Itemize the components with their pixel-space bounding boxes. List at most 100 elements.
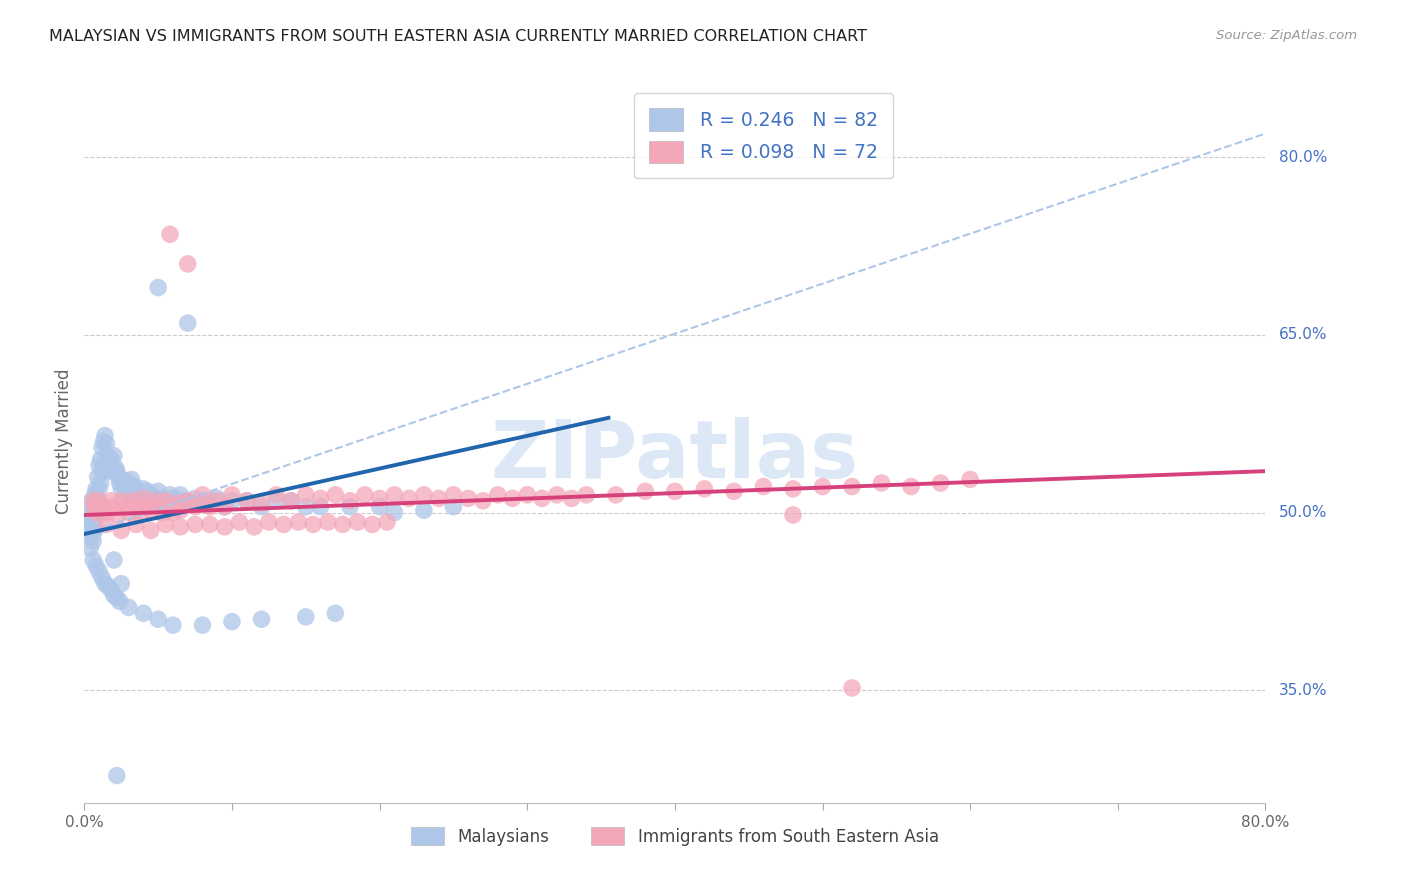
Point: [111, 472, 134, 486]
Point: [87, 506, 111, 520]
Point: [136, 484, 159, 499]
Point: [84, 558, 107, 573]
Point: [87, 482, 111, 496]
Point: [346, 515, 368, 529]
Point: [236, 493, 259, 508]
Point: [87, 458, 111, 473]
Point: [191, 618, 214, 632]
Point: [605, 488, 627, 502]
Point: [782, 482, 804, 496]
Point: [94, 576, 117, 591]
Point: [486, 488, 509, 502]
Point: [811, 479, 834, 493]
Point: [198, 493, 221, 508]
Point: [257, 515, 280, 529]
Point: [90, 452, 112, 467]
Point: [82, 500, 104, 514]
Point: [83, 524, 105, 538]
Point: [103, 449, 125, 463]
Point: [79, 524, 101, 538]
Point: [929, 475, 952, 490]
Point: [516, 488, 538, 502]
Point: [98, 458, 121, 473]
Point: [191, 488, 214, 502]
Point: [177, 493, 200, 508]
Point: [83, 500, 105, 514]
Point: [96, 517, 118, 532]
Text: 80.0%: 80.0%: [1279, 150, 1327, 165]
Point: [159, 488, 181, 502]
Point: [103, 589, 125, 603]
Point: [121, 472, 143, 486]
Point: [295, 488, 318, 502]
Point: [93, 434, 115, 449]
Point: [94, 428, 117, 442]
Point: [84, 482, 107, 496]
Point: [148, 280, 170, 294]
Point: [243, 520, 266, 534]
Point: [97, 449, 120, 463]
Legend: Malaysians, Immigrants from South Eastern Asia: Malaysians, Immigrants from South Easter…: [404, 821, 946, 852]
Point: [236, 493, 259, 508]
Point: [122, 493, 145, 508]
Point: [77, 517, 100, 532]
Text: 50.0%: 50.0%: [1279, 505, 1327, 520]
Point: [162, 506, 184, 520]
Point: [169, 503, 191, 517]
Point: [173, 493, 195, 508]
Point: [132, 607, 155, 621]
Point: [198, 500, 221, 514]
Point: [427, 491, 450, 506]
Point: [97, 579, 120, 593]
Point: [82, 493, 104, 508]
Point: [155, 517, 177, 532]
Point: [155, 493, 177, 508]
Point: [959, 472, 981, 486]
Point: [152, 506, 174, 520]
Point: [93, 458, 115, 473]
Text: ZIPatlas: ZIPatlas: [491, 417, 859, 495]
Point: [266, 488, 288, 502]
Point: [107, 508, 129, 522]
Point: [96, 464, 118, 478]
Point: [184, 517, 207, 532]
Point: [114, 488, 136, 502]
Point: [368, 500, 391, 514]
Point: [110, 482, 132, 496]
Point: [132, 482, 155, 496]
Point: [107, 470, 129, 484]
Point: [207, 491, 229, 506]
Point: [124, 479, 146, 493]
Point: [143, 491, 166, 506]
Point: [339, 493, 361, 508]
Point: [228, 515, 250, 529]
Point: [177, 316, 200, 330]
Point: [112, 479, 135, 493]
Point: [309, 491, 332, 506]
Y-axis label: Currently Married: Currently Married: [55, 368, 73, 515]
Point: [841, 479, 863, 493]
Point: [91, 464, 114, 478]
Point: [207, 493, 229, 508]
Point: [80, 511, 103, 525]
Point: [110, 493, 132, 508]
Point: [398, 491, 420, 506]
Point: [159, 500, 181, 514]
Point: [443, 500, 465, 514]
Point: [457, 491, 479, 506]
Point: [221, 615, 243, 629]
Point: [79, 541, 101, 556]
Point: [125, 517, 148, 532]
Point: [900, 479, 922, 493]
Point: [152, 491, 174, 506]
Point: [531, 491, 554, 506]
Text: MALAYSIAN VS IMMIGRANTS FROM SOUTH EASTERN ASIA CURRENTLY MARRIED CORRELATION CH: MALAYSIAN VS IMMIGRANTS FROM SOUTH EASTE…: [49, 29, 868, 45]
Point: [325, 607, 347, 621]
Point: [91, 571, 114, 585]
Point: [86, 493, 108, 508]
Point: [266, 493, 288, 508]
Point: [382, 506, 406, 520]
Point: [118, 506, 141, 520]
Point: [80, 493, 103, 508]
Point: [79, 506, 101, 520]
